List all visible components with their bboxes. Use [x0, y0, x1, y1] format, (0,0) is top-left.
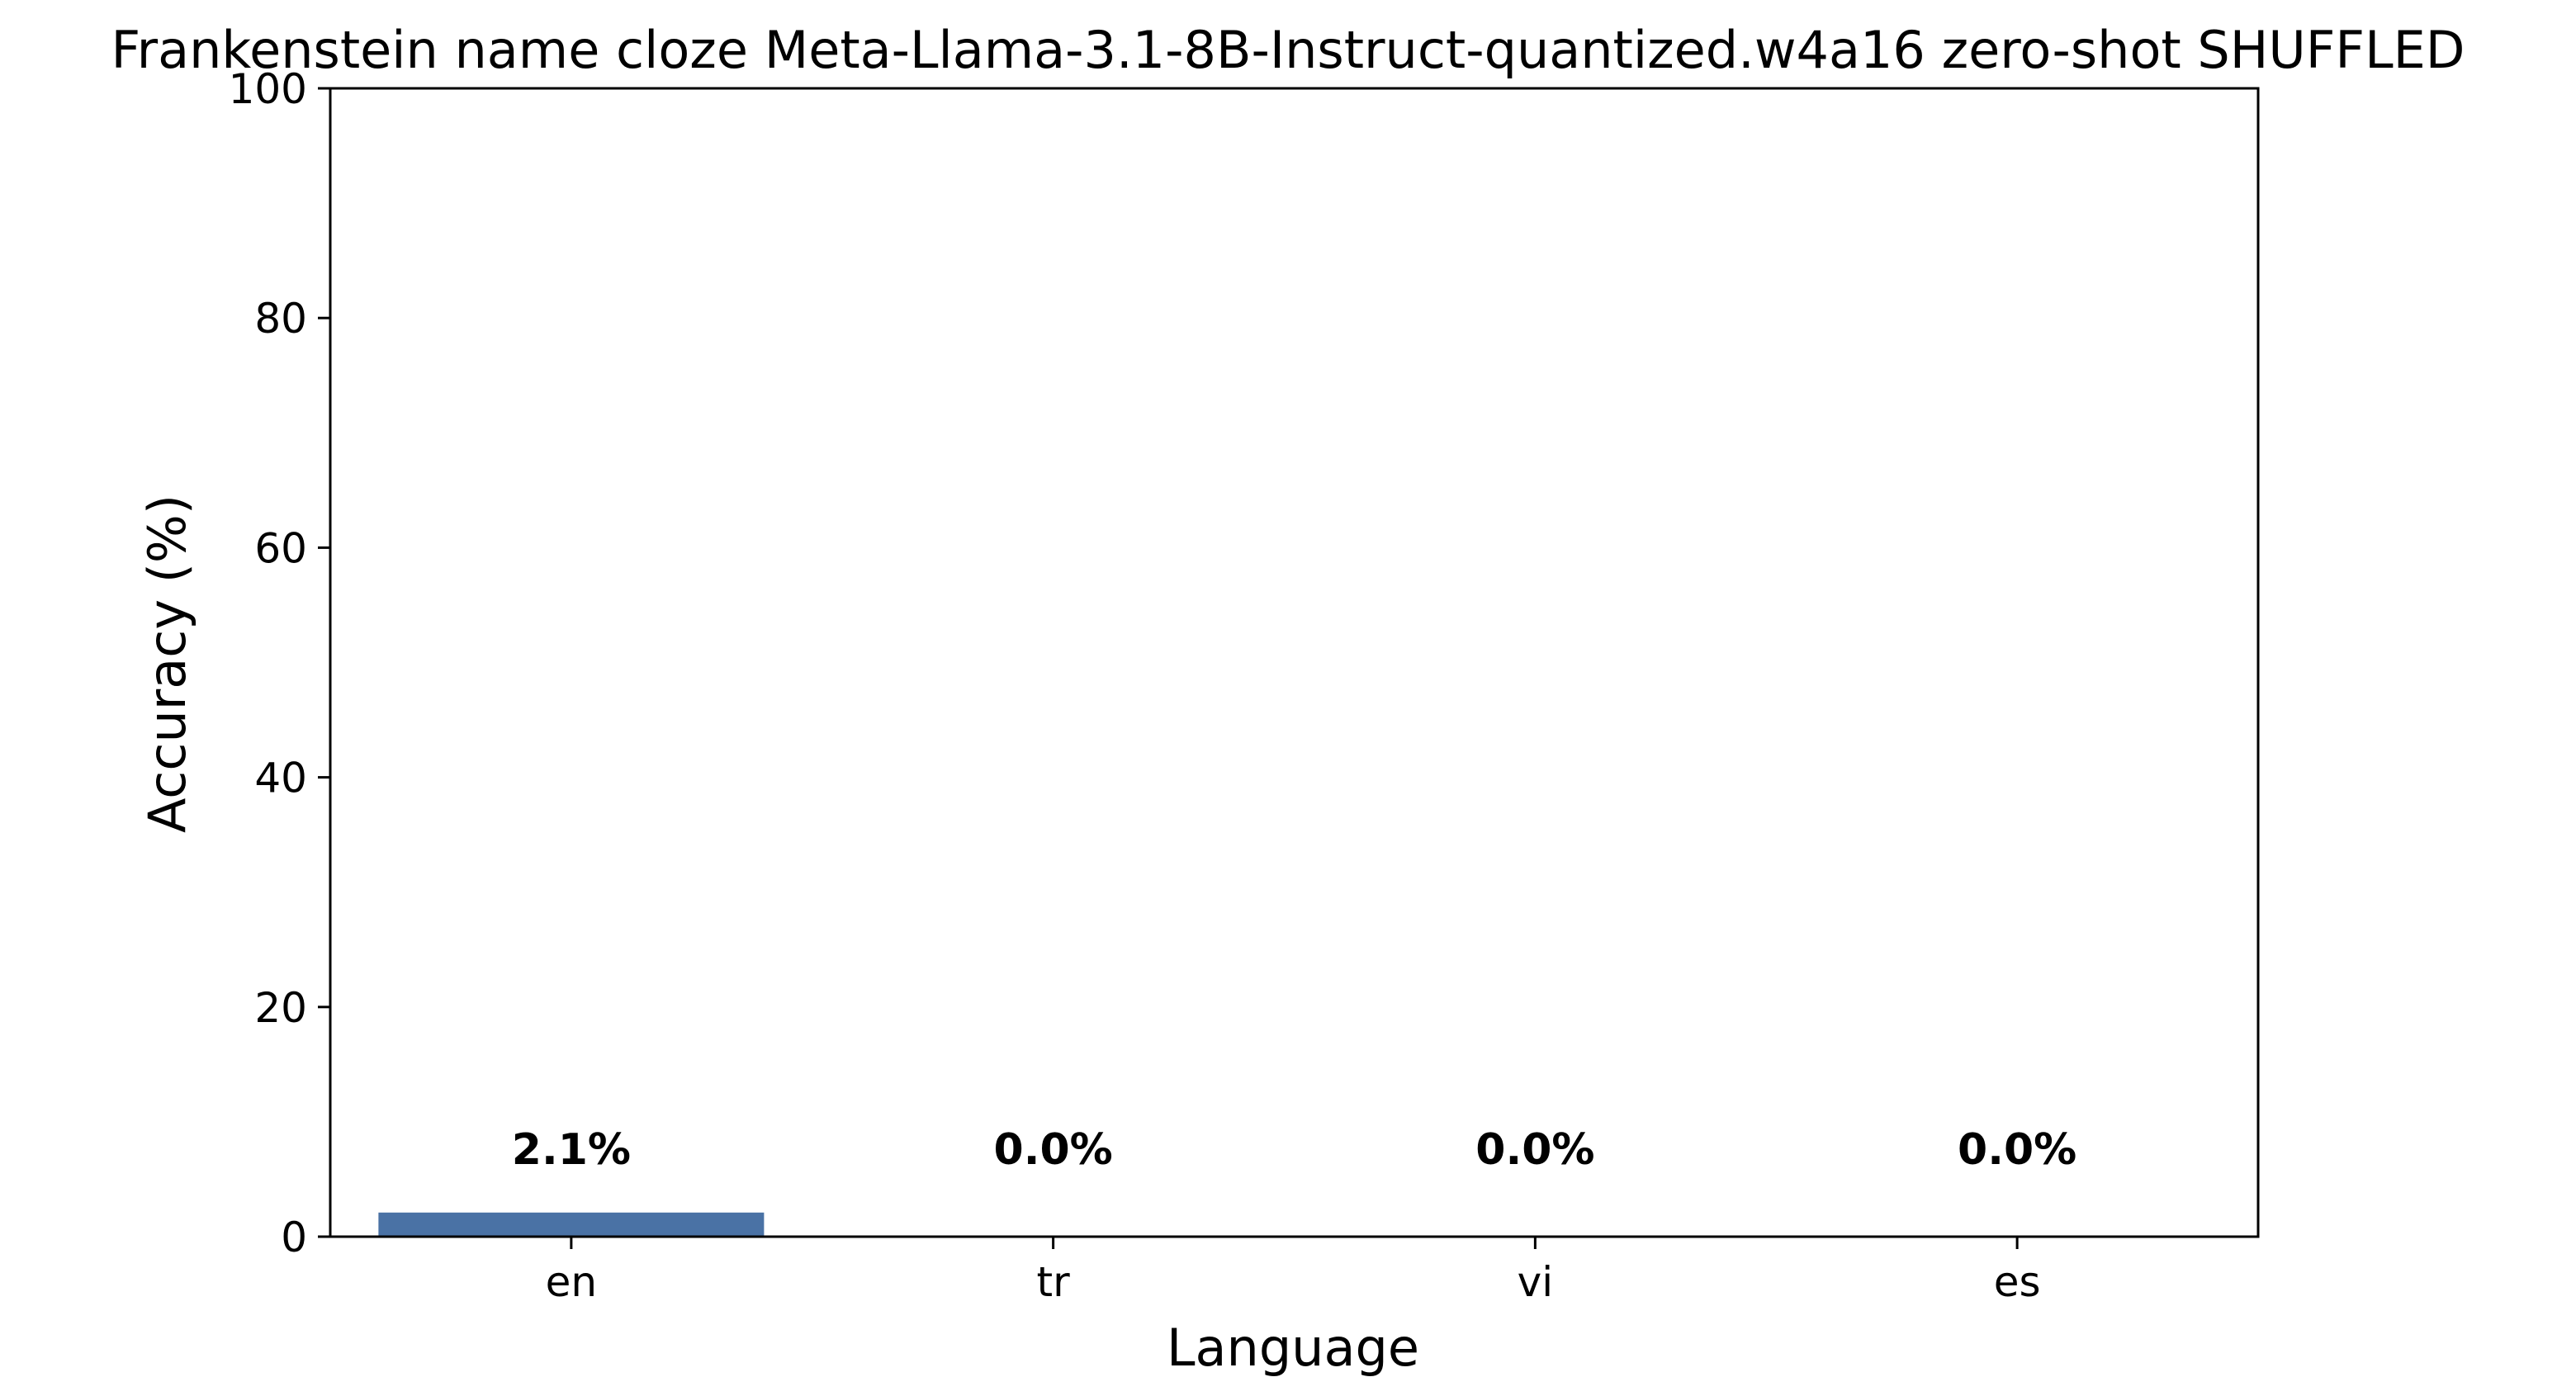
x-tick-label-tr: tr: [1037, 1258, 1071, 1306]
y-tick-label: 40: [254, 755, 307, 802]
x-tick-label-es: es: [1994, 1258, 2041, 1306]
x-axis-label: Language: [1167, 1318, 1419, 1378]
y-axis-label: Accuracy (%): [137, 495, 197, 833]
y-axis-ticks: 0 20 40 60 80 100: [229, 65, 330, 1261]
y-tick-label: 60: [254, 524, 307, 572]
data-label-vi: 0.0%: [1475, 1125, 1594, 1175]
data-label-tr: 0.0%: [994, 1125, 1113, 1175]
plot-area-frame: [329, 87, 2260, 1238]
bar-en: [378, 1212, 765, 1237]
data-label-es: 0.0%: [1958, 1125, 2076, 1175]
y-tick-label: 100: [229, 65, 307, 113]
bars-group: [378, 1212, 765, 1237]
x-tick-label-vi: vi: [1518, 1258, 1553, 1306]
data-label-en: 2.1%: [512, 1125, 631, 1175]
x-axis-ticks: en tr vi es: [546, 1237, 2041, 1306]
y-tick-label: 0: [281, 1214, 307, 1261]
data-labels-group: 2.1% 0.0% 0.0% 0.0%: [512, 1125, 2076, 1175]
y-tick-label: 20: [254, 984, 307, 1032]
y-tick-label: 80: [254, 295, 307, 343]
x-tick-label-en: en: [546, 1258, 597, 1306]
chart-title: Frankenstein name cloze Meta-Llama-3.1-8…: [111, 20, 2465, 80]
